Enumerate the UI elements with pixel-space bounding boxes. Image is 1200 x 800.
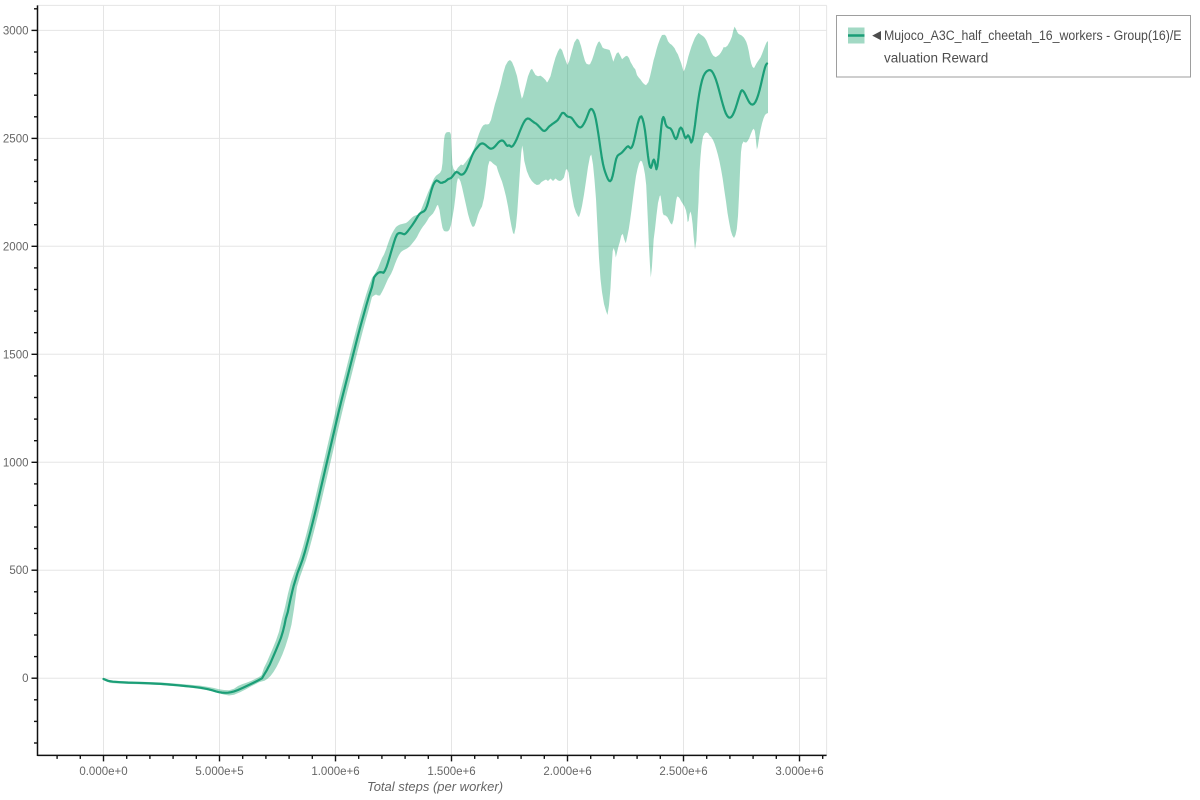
svg-text:2000: 2000 (3, 241, 29, 253)
svg-text:1.000e+6: 1.000e+6 (311, 766, 359, 778)
svg-text:0: 0 (22, 673, 28, 685)
svg-text:0.000e+0: 0.000e+0 (79, 766, 127, 778)
svg-text:Total steps (per worker): Total steps (per worker) (367, 779, 503, 794)
svg-text:500: 500 (9, 565, 28, 577)
svg-text:3000: 3000 (3, 25, 29, 37)
svg-text:Mujoco_A3C_half_cheetah_16_wor: Mujoco_A3C_half_cheetah_16_workers - Gro… (884, 28, 1182, 43)
svg-text:valuation Reward: valuation Reward (884, 51, 988, 66)
svg-text:2.500e+6: 2.500e+6 (659, 766, 707, 778)
svg-text:2500: 2500 (3, 133, 29, 145)
svg-text:1500: 1500 (3, 349, 29, 361)
svg-text:5.000e+5: 5.000e+5 (195, 766, 243, 778)
svg-text:1.500e+6: 1.500e+6 (427, 766, 475, 778)
svg-text:2.000e+6: 2.000e+6 (543, 766, 591, 778)
svg-text:1000: 1000 (3, 457, 29, 469)
svg-text:3.000e+6: 3.000e+6 (775, 766, 823, 778)
